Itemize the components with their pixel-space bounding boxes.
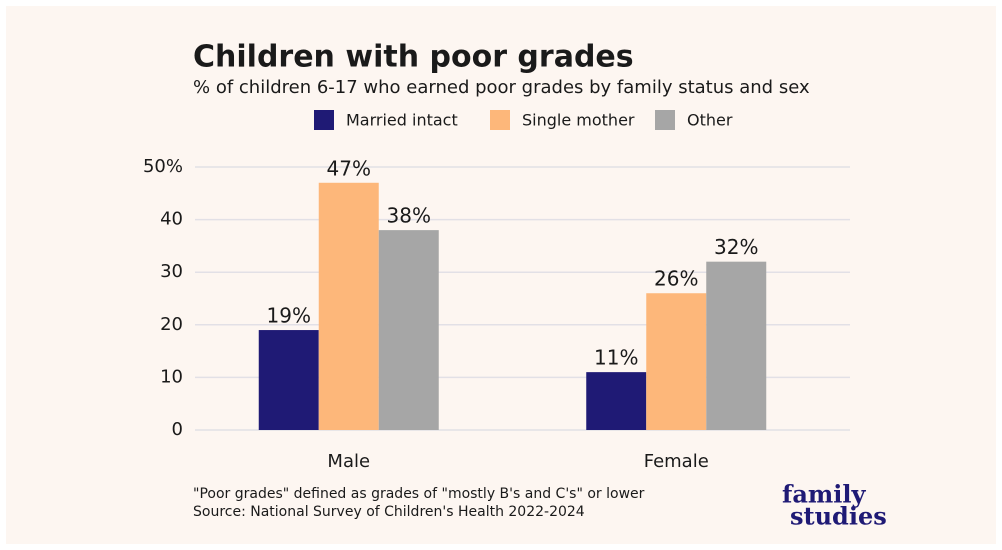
bar [586, 372, 647, 430]
bar [646, 293, 707, 430]
chart-subtitle: % of children 6-17 who earned poor grade… [193, 77, 810, 98]
bar [378, 230, 439, 430]
y-tick-label: 30 [160, 261, 183, 282]
data-label: 32% [714, 235, 758, 259]
background [6, 6, 996, 544]
y-tick-label: 10 [160, 366, 183, 387]
x-tick-label: Male [327, 451, 370, 472]
chart-title: Children with poor grades [193, 40, 634, 75]
data-label: 19% [267, 304, 311, 328]
data-label: 11% [594, 346, 638, 370]
x-tick-label: Female [644, 451, 709, 472]
legend-label: Other [687, 111, 733, 130]
y-tick-label: 50% [143, 156, 183, 177]
y-tick-label: 20 [160, 314, 183, 335]
logo: family [782, 480, 867, 509]
legend-swatch [314, 110, 334, 130]
legend-label: Single mother [522, 111, 635, 130]
data-label: 47% [327, 156, 371, 180]
note: Source: National Survey of Children's He… [193, 504, 585, 520]
legend-label: Married intact [346, 111, 458, 130]
y-tick-label: 0 [172, 419, 183, 440]
legend-swatch [490, 110, 510, 130]
bar [258, 330, 319, 430]
legend-swatch [655, 110, 675, 130]
logo: studies [790, 502, 887, 531]
y-tick-label: 40 [160, 209, 183, 230]
data-label: 38% [387, 204, 431, 228]
bar [706, 261, 767, 430]
note: "Poor grades" defined as grades of "most… [193, 486, 645, 502]
data-label: 26% [654, 267, 698, 291]
bar [318, 182, 379, 430]
